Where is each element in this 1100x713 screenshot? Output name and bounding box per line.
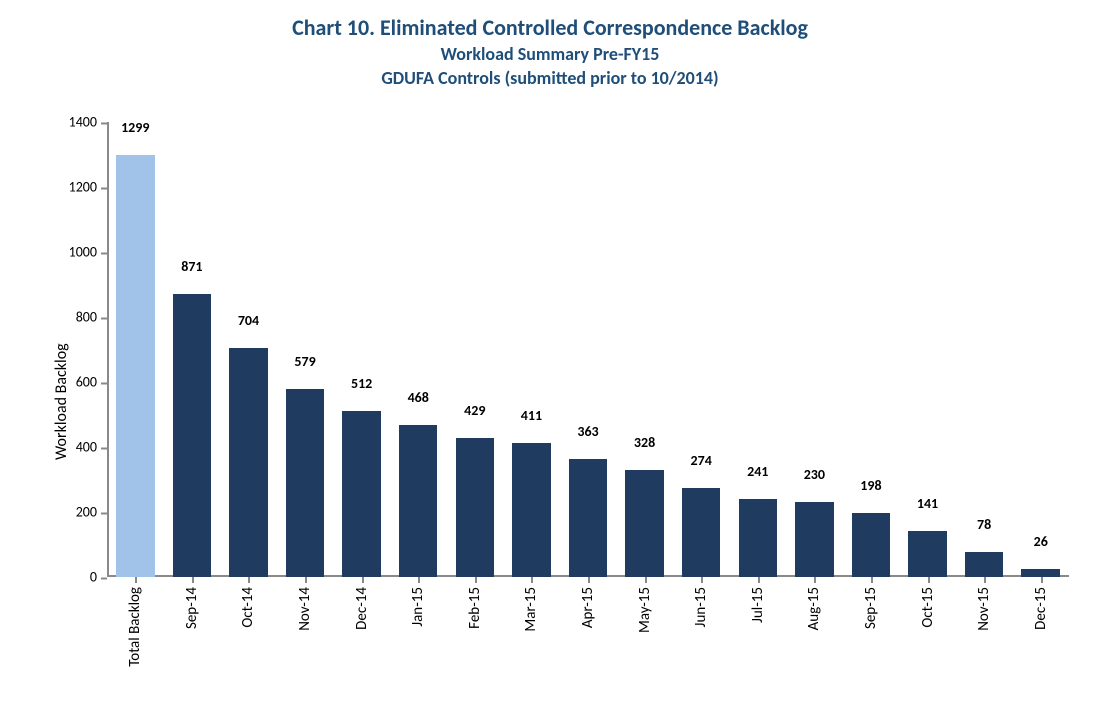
bar	[1021, 569, 1059, 577]
bar-value-label: 1299	[121, 119, 149, 136]
bar-value-label: 26	[1034, 533, 1048, 550]
bar-value-label: 411	[521, 407, 542, 424]
bar-value-label: 141	[917, 495, 938, 512]
chart-container: Chart 10. Eliminated Controlled Correspo…	[0, 0, 1100, 713]
x-tick	[135, 577, 137, 583]
bar	[286, 389, 324, 577]
y-tick-label: 1400	[69, 114, 107, 131]
bar-value-label: 274	[691, 452, 712, 469]
category-label: May-15	[636, 577, 654, 633]
bar	[399, 425, 437, 577]
category-label: Sep-15	[862, 577, 880, 629]
bar-value-label: 429	[464, 402, 485, 419]
x-tick	[192, 577, 194, 583]
x-tick	[475, 577, 477, 583]
y-tick-label: 600	[76, 374, 107, 391]
category-label: Dec-14	[353, 577, 371, 630]
bar-value-label: 363	[577, 423, 598, 440]
bar-value-label: 512	[351, 375, 372, 392]
x-tick	[645, 577, 647, 583]
bar	[173, 294, 211, 577]
chart-title-line1: Chart 10. Eliminated Controlled Correspo…	[0, 14, 1100, 41]
bar-value-label: 468	[408, 389, 429, 406]
x-tick	[701, 577, 703, 583]
category-label: Apr-15	[579, 577, 597, 628]
category-label: Oct-14	[239, 577, 257, 628]
category-label: Jun-15	[692, 577, 710, 627]
bar-value-label: 871	[181, 258, 202, 275]
y-tick-label: 400	[76, 439, 107, 456]
y-tick-label: 200	[76, 504, 107, 521]
category-label: Oct-15	[919, 577, 937, 628]
x-tick	[588, 577, 590, 583]
bar-value-label: 230	[804, 466, 825, 483]
x-tick	[248, 577, 250, 583]
bar-value-label: 328	[634, 434, 655, 451]
bar	[739, 499, 777, 577]
bar	[342, 411, 380, 577]
bar	[569, 459, 607, 577]
bar	[116, 155, 154, 577]
x-tick	[531, 577, 533, 583]
chart-titles: Chart 10. Eliminated Controlled Correspo…	[0, 14, 1100, 89]
category-label: Feb-15	[466, 577, 484, 629]
x-tick	[305, 577, 307, 583]
x-tick	[871, 577, 873, 583]
y-tick-label: 0	[90, 569, 107, 586]
x-tick	[814, 577, 816, 583]
category-label: Jul-15	[749, 577, 767, 623]
bar	[512, 443, 550, 577]
x-tick	[758, 577, 760, 583]
y-tick-label: 1200	[69, 179, 107, 196]
bar-value-label: 241	[747, 463, 768, 480]
x-tick	[928, 577, 930, 583]
bar-value-label: 704	[238, 312, 259, 329]
y-tick-label: 800	[76, 309, 107, 326]
category-label: Sep-14	[183, 577, 201, 629]
category-label: Nov-15	[975, 577, 993, 631]
bar	[795, 502, 833, 577]
category-label: Mar-15	[522, 577, 540, 632]
bar-value-label: 198	[860, 477, 881, 494]
category-label: Nov-14	[296, 577, 314, 631]
category-label: Total Backlog	[126, 577, 144, 667]
bar	[965, 552, 1003, 577]
chart-title-line2: Workload Summary Pre-FY15	[0, 43, 1100, 65]
x-tick	[984, 577, 986, 583]
bar	[456, 438, 494, 577]
bar	[625, 470, 663, 577]
bar	[682, 488, 720, 577]
x-tick	[1041, 577, 1043, 583]
category-label: Dec-15	[1032, 577, 1050, 630]
category-label: Jan-15	[409, 577, 427, 627]
chart-title-line3: GDUFA Controls (submitted prior to 10/20…	[0, 67, 1100, 89]
bar	[852, 513, 890, 577]
x-tick	[362, 577, 364, 583]
bar	[229, 348, 267, 577]
x-tick	[418, 577, 420, 583]
bar	[908, 531, 946, 577]
bar-value-label: 579	[294, 353, 315, 370]
y-axis-label: Workload Backlog	[52, 343, 71, 460]
category-label: Aug-15	[805, 577, 823, 630]
y-tick-label: 1000	[69, 244, 107, 261]
plot-area: 02004006008001000120014001299Total Backl…	[107, 122, 1069, 577]
bar-value-label: 78	[977, 516, 991, 533]
